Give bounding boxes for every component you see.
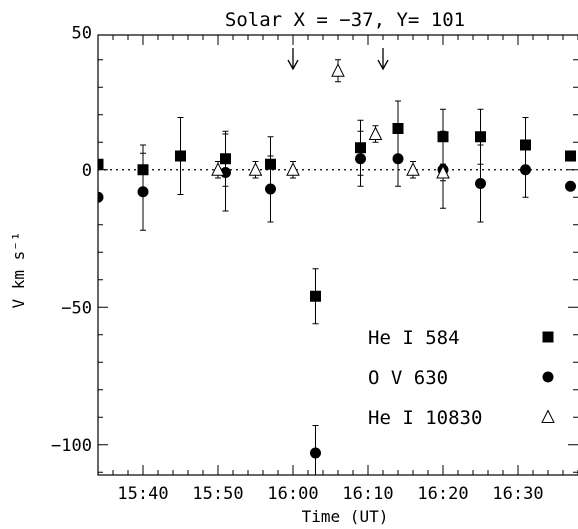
x-tick-label: 15:40	[117, 484, 168, 504]
x-axis-label: Time (UT)	[302, 507, 389, 526]
y-axis: 50 0 −50 −100	[51, 23, 578, 473]
data-point	[310, 447, 321, 459]
legend-marker	[542, 331, 554, 343]
data-point	[475, 131, 486, 143]
data-point	[368, 126, 383, 140]
legend-marker	[541, 409, 555, 423]
y-tick-label: −100	[51, 436, 92, 456]
y-tick-label: 0	[82, 161, 92, 181]
data-point	[392, 123, 404, 134]
chart-title: Solar X = −37, Y= 101	[225, 9, 465, 31]
data-point	[406, 162, 420, 176]
data-points	[98, 59, 576, 475]
x-tick-label: 16:10	[342, 484, 393, 504]
y-tick-label: −50	[61, 298, 92, 318]
data-point	[520, 164, 531, 176]
event-arrows	[287, 48, 389, 71]
series-square	[98, 100, 576, 325]
data-point	[137, 186, 149, 198]
series-circle	[98, 130, 576, 475]
x-tick-label: 15:50	[192, 484, 243, 504]
x-axis: 15:40 15:50 16:00 16:10 16:20 16:30	[97, 35, 578, 504]
data-point	[392, 153, 404, 165]
x-tick-label: 16:20	[417, 484, 468, 504]
data-point	[565, 150, 576, 162]
x-tick-label: 16:30	[492, 484, 543, 504]
legend: He I 584 O V 630 He I 10830	[368, 327, 555, 429]
data-point	[436, 164, 450, 179]
data-point	[248, 162, 263, 176]
series-triangle-open	[211, 59, 450, 182]
legend-entry: O V 630	[368, 367, 554, 389]
legend-marker	[542, 371, 554, 383]
plot-frame	[97, 34, 578, 476]
event-arrow	[287, 48, 299, 71]
data-point	[475, 178, 486, 189]
data-point	[310, 290, 321, 302]
data-point	[175, 150, 186, 162]
legend-label: He I 10830	[368, 407, 482, 429]
y-tick-label: 50	[72, 23, 92, 43]
data-point	[355, 153, 366, 165]
data-point	[286, 162, 300, 176]
data-point	[265, 183, 276, 195]
x-tick-label: 16:00	[267, 484, 318, 504]
data-point	[565, 180, 576, 192]
legend-entry: He I 584	[368, 327, 554, 349]
y-axis-label: V km s⁻¹	[9, 231, 28, 308]
legend-label: O V 630	[368, 367, 448, 389]
legend-label: He I 584	[368, 327, 460, 349]
data-point	[331, 63, 345, 77]
legend-entry: He I 10830	[368, 407, 555, 429]
data-point	[211, 162, 225, 176]
event-arrow	[377, 48, 389, 71]
data-point	[98, 191, 104, 203]
data-point	[98, 158, 104, 170]
